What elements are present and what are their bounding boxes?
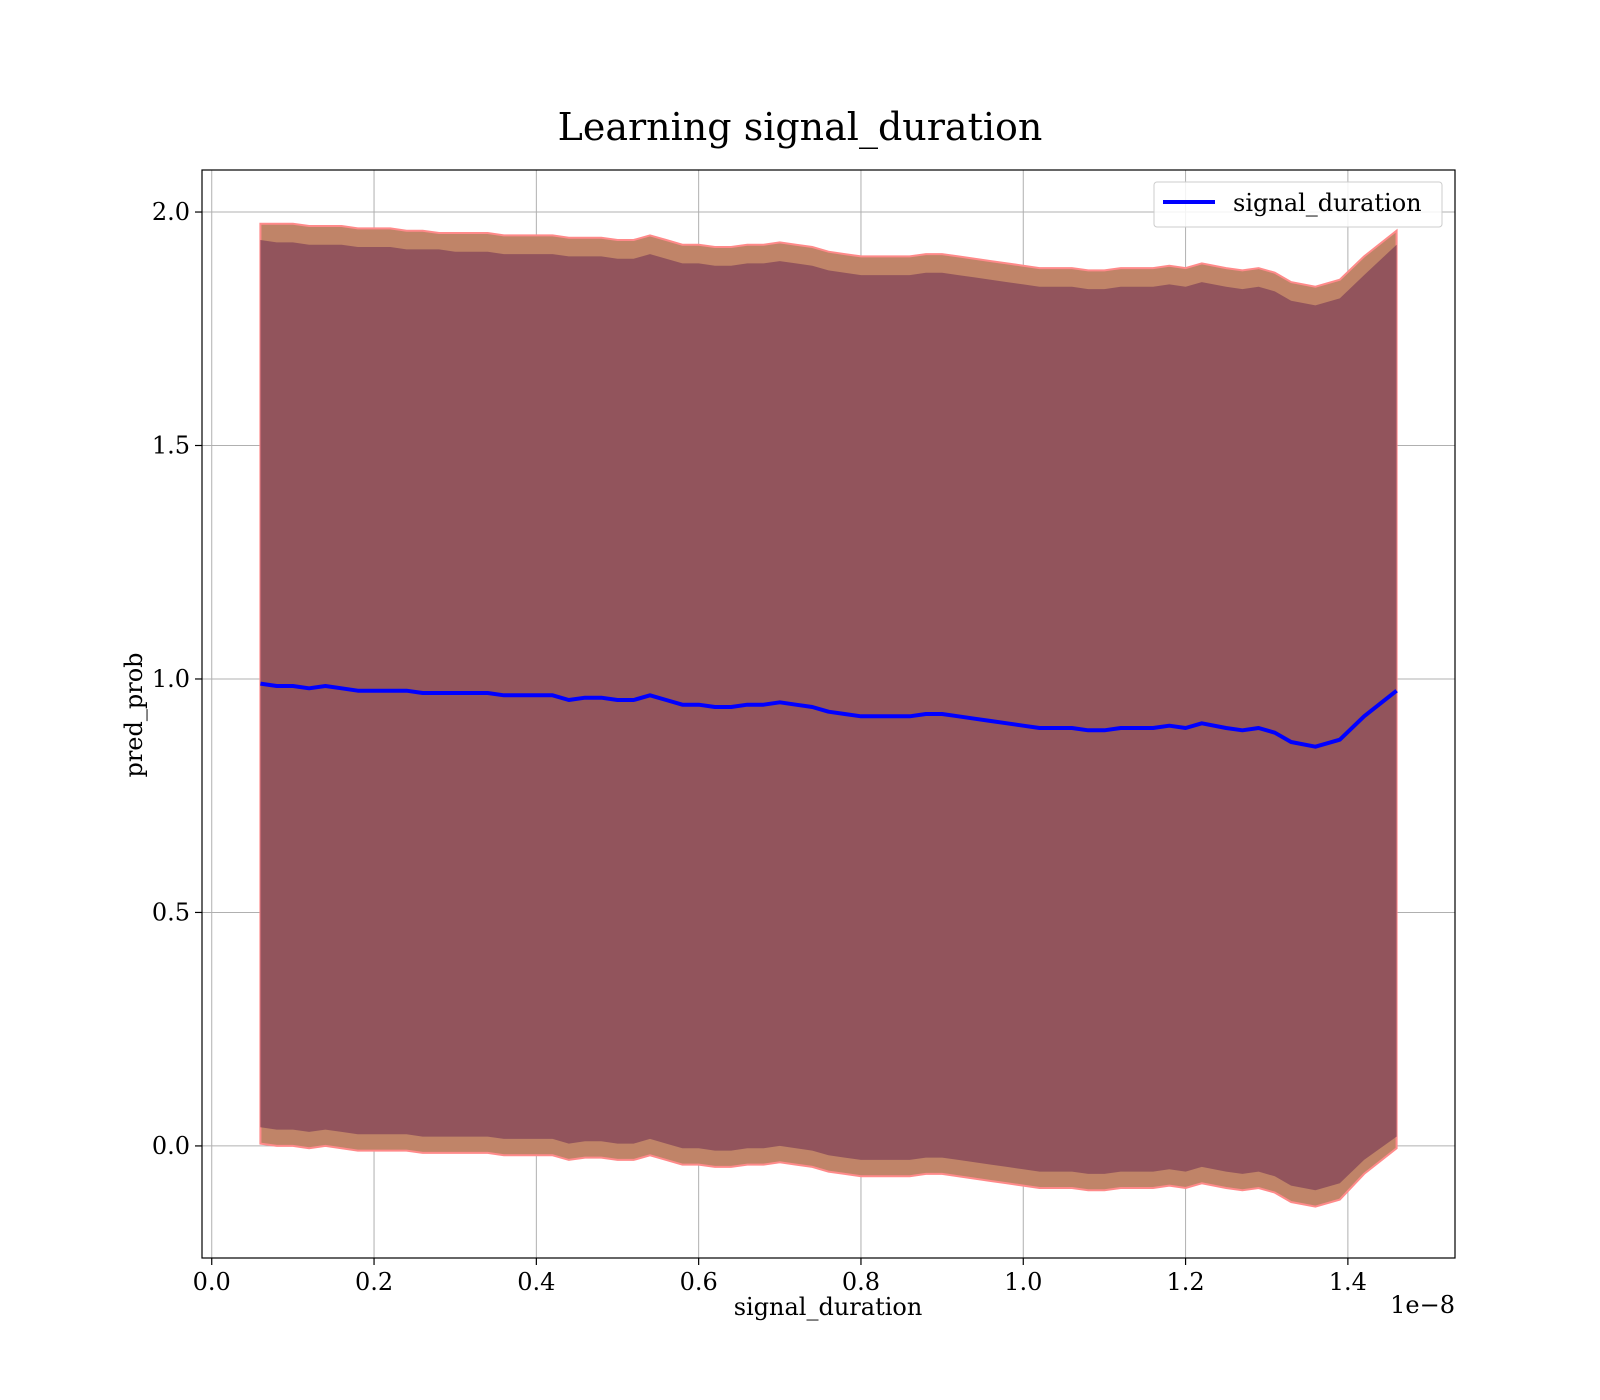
y-tick-label: 0.5 <box>152 898 190 926</box>
series-lines <box>260 681 1398 749</box>
x-tick-label: 1.0 <box>1004 1268 1042 1296</box>
plot-frame <box>201 169 1456 1259</box>
x-axis-ticks: 0.0 0.2 0.4 0.6 0.8 1.0 1.2 1.4 <box>193 1258 1367 1296</box>
y-axis-label: pred_prob <box>120 652 148 777</box>
y-tick-label: 1.5 <box>152 432 190 460</box>
legend-box <box>1153 181 1443 228</box>
inner-band-area <box>260 240 1397 1191</box>
confidence-bands <box>259 222 1398 1208</box>
legend: signal_duration <box>1153 181 1443 228</box>
y-axis-ticks: 0.0 0.5 1.0 1.5 2.0 <box>152 198 202 1160</box>
x-tick-label: 1.2 <box>1166 1268 1204 1296</box>
x-tick-label: 0.0 <box>193 1268 231 1296</box>
series-line-signal-duration <box>260 681 1398 749</box>
x-tick-label: 0.8 <box>842 1268 880 1296</box>
y-tick-label: 2.0 <box>152 198 190 226</box>
x-tick-label: 1.4 <box>1329 1268 1367 1296</box>
y-tick-label: 0.0 <box>152 1132 190 1160</box>
x-axis-offset-label: 1e−8 <box>1390 1291 1455 1319</box>
x-axis-label: signal_duration <box>734 1293 923 1321</box>
x-tick-label: 0.6 <box>680 1268 718 1296</box>
y-tick-label: 1.0 <box>152 665 190 693</box>
legend-label: signal_duration <box>1233 189 1422 217</box>
chart-title: Learning signal_duration <box>558 105 1043 150</box>
x-tick-label: 0.4 <box>517 1268 555 1296</box>
x-tick-label: 0.2 <box>355 1268 393 1296</box>
